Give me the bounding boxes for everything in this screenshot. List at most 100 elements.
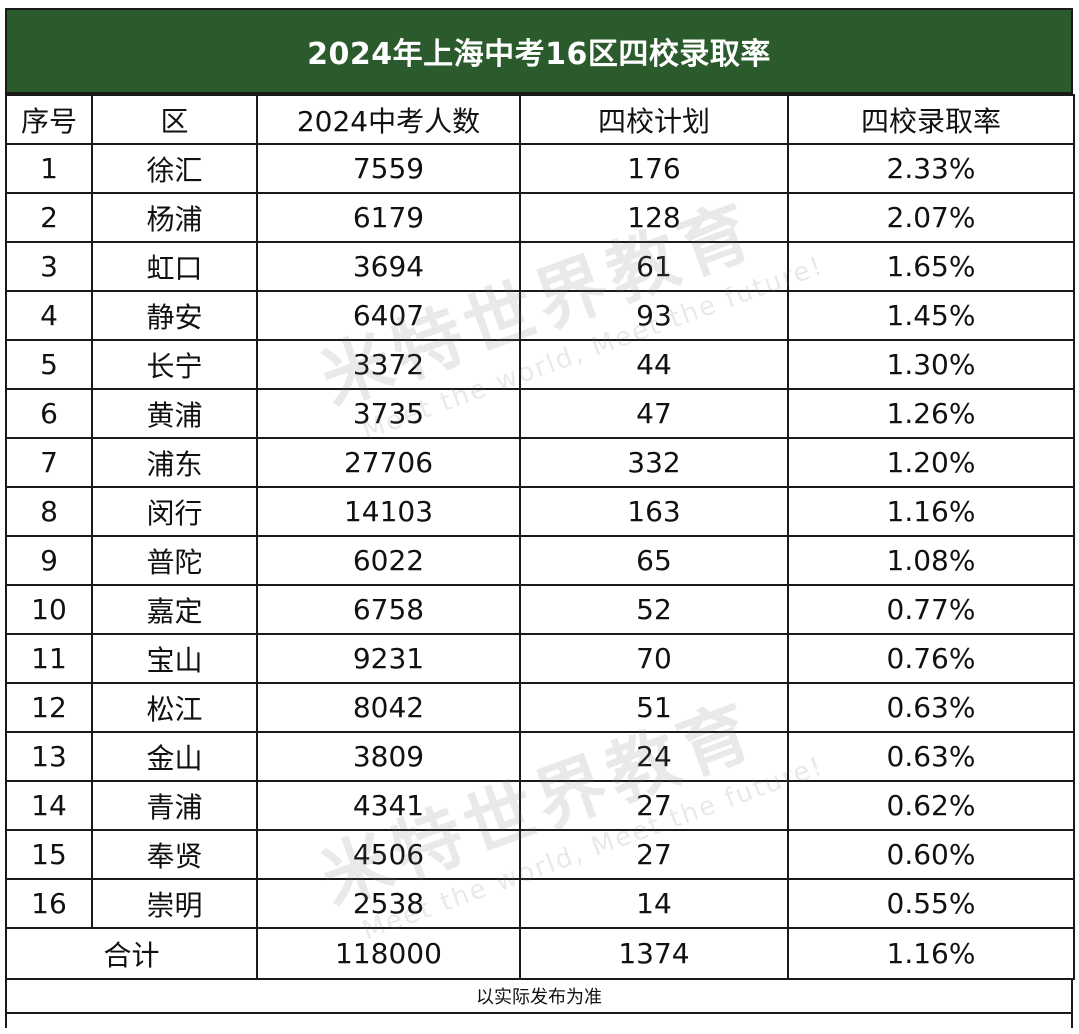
cell-district: 长宁 — [91, 339, 258, 390]
table-row: 14 青浦 4341 27 0.62% — [5, 780, 1075, 831]
cell-index: 12 — [5, 682, 93, 733]
cell-plan: 47 — [519, 388, 789, 439]
table-row: 2 杨浦 6179 128 2.07% — [5, 192, 1075, 243]
cell-plan: 52 — [519, 584, 789, 635]
cell-rate: 1.16% — [787, 486, 1075, 537]
header-students: 2024中考人数 — [256, 94, 521, 145]
cell-students: 4506 — [256, 829, 521, 880]
table-tail — [5, 1014, 1073, 1028]
cell-index: 3 — [5, 241, 93, 292]
cell-rate: 1.08% — [787, 535, 1075, 586]
table-row: 12 松江 8042 51 0.63% — [5, 682, 1075, 733]
cell-district: 奉贤 — [91, 829, 258, 880]
cell-district: 杨浦 — [91, 192, 258, 243]
cell-rate: 0.77% — [787, 584, 1075, 635]
cell-index: 10 — [5, 584, 93, 635]
cell-district: 金山 — [91, 731, 258, 782]
cell-index: 13 — [5, 731, 93, 782]
cell-students: 8042 — [256, 682, 521, 733]
cell-district: 宝山 — [91, 633, 258, 684]
cell-index: 2 — [5, 192, 93, 243]
table-row: 6 黄浦 3735 47 1.26% — [5, 388, 1075, 439]
footnote: 以实际发布为准 — [5, 980, 1073, 1014]
cell-plan: 332 — [519, 437, 789, 488]
cell-plan: 24 — [519, 731, 789, 782]
cell-students: 6179 — [256, 192, 521, 243]
cell-plan: 70 — [519, 633, 789, 684]
table-row: 16 崇明 2538 14 0.55% — [5, 878, 1075, 929]
cell-plan: 14 — [519, 878, 789, 929]
cell-rate: 0.62% — [787, 780, 1075, 831]
header-index: 序号 — [5, 94, 93, 145]
cell-rate: 2.33% — [787, 143, 1075, 194]
cell-students: 6022 — [256, 535, 521, 586]
cell-plan: 61 — [519, 241, 789, 292]
total-rate: 1.16% — [787, 927, 1075, 980]
header-district: 区 — [91, 94, 258, 145]
cell-plan: 128 — [519, 192, 789, 243]
cell-students: 7559 — [256, 143, 521, 194]
cell-district: 松江 — [91, 682, 258, 733]
table-row: 5 长宁 3372 44 1.30% — [5, 339, 1075, 390]
cell-district: 黄浦 — [91, 388, 258, 439]
total-label: 合计 — [5, 927, 258, 980]
table-row: 1 徐汇 7559 176 2.33% — [5, 143, 1075, 194]
cell-rate: 0.55% — [787, 878, 1075, 929]
cell-index: 7 — [5, 437, 93, 488]
total-students: 118000 — [256, 927, 521, 980]
cell-students: 6407 — [256, 290, 521, 341]
table-row: 15 奉贤 4506 27 0.60% — [5, 829, 1075, 880]
cell-plan: 65 — [519, 535, 789, 586]
cell-students: 2538 — [256, 878, 521, 929]
cell-district: 浦东 — [91, 437, 258, 488]
total-plan: 1374 — [519, 927, 789, 980]
table-title: 2024年上海中考16区四校录取率 — [5, 8, 1073, 94]
table-row: 3 虹口 3694 61 1.65% — [5, 241, 1075, 292]
cell-rate: 1.20% — [787, 437, 1075, 488]
cell-district: 普陀 — [91, 535, 258, 586]
cell-plan: 27 — [519, 780, 789, 831]
table-row: 10 嘉定 6758 52 0.77% — [5, 584, 1075, 635]
cell-index: 5 — [5, 339, 93, 390]
cell-students: 3694 — [256, 241, 521, 292]
cell-rate: 0.60% — [787, 829, 1075, 880]
cell-students: 6758 — [256, 584, 521, 635]
cell-district: 徐汇 — [91, 143, 258, 194]
cell-students: 27706 — [256, 437, 521, 488]
cell-index: 11 — [5, 633, 93, 684]
header-plan: 四校计划 — [519, 94, 789, 145]
cell-index: 9 — [5, 535, 93, 586]
admission-rate-table: 序号 区 2024中考人数 四校计划 四校录取率 1 徐汇 7559 176 2.33%… — [5, 94, 1075, 980]
cell-plan: 27 — [519, 829, 789, 880]
cell-plan: 176 — [519, 143, 789, 194]
header-row: 序号 区 2024中考人数 四校计划 四校录取率 — [5, 94, 1075, 145]
table-row: 4 静安 6407 93 1.45% — [5, 290, 1075, 341]
cell-index: 1 — [5, 143, 93, 194]
cell-rate: 1.45% — [787, 290, 1075, 341]
cell-district: 崇明 — [91, 878, 258, 929]
cell-index: 14 — [5, 780, 93, 831]
header-rate: 四校录取率 — [787, 94, 1075, 145]
table-row: 9 普陀 6022 65 1.08% — [5, 535, 1075, 586]
cell-district: 虹口 — [91, 241, 258, 292]
cell-index: 16 — [5, 878, 93, 929]
cell-index: 6 — [5, 388, 93, 439]
cell-rate: 1.65% — [787, 241, 1075, 292]
cell-index: 15 — [5, 829, 93, 880]
cell-index: 4 — [5, 290, 93, 341]
total-row: 合计 118000 1374 1.16% — [5, 927, 1075, 980]
cell-rate: 0.63% — [787, 731, 1075, 782]
cell-rate: 2.07% — [787, 192, 1075, 243]
cell-plan: 93 — [519, 290, 789, 341]
table-body: 1 徐汇 7559 176 2.33% 2 杨浦 6179 128 2.07% 3 虹口 3694 61 1… — [5, 143, 1075, 929]
cell-plan: 51 — [519, 682, 789, 733]
table-row: 13 金山 3809 24 0.63% — [5, 731, 1075, 782]
cell-district: 闵行 — [91, 486, 258, 537]
cell-students: 3735 — [256, 388, 521, 439]
cell-rate: 0.63% — [787, 682, 1075, 733]
cell-plan: 44 — [519, 339, 789, 390]
cell-rate: 1.30% — [787, 339, 1075, 390]
cell-index: 8 — [5, 486, 93, 537]
table-row: 7 浦东 27706 332 1.20% — [5, 437, 1075, 488]
cell-rate: 1.26% — [787, 388, 1075, 439]
